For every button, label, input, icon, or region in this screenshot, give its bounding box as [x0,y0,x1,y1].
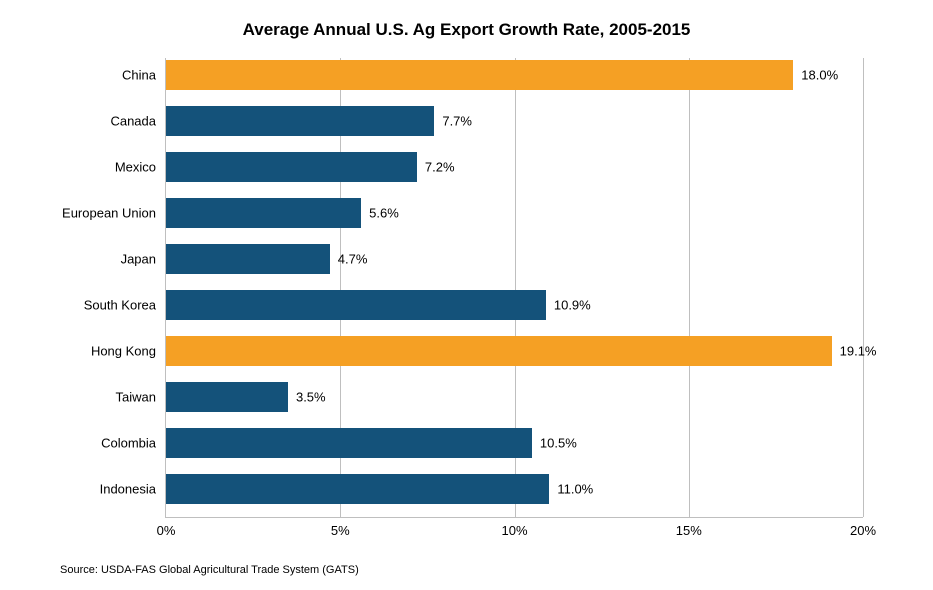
value-label: 5.6% [369,205,399,220]
bar [166,336,832,366]
bar-row: Hong Kong19.1% [166,336,863,366]
category-label: Indonesia [100,481,156,496]
value-label: 4.7% [338,251,368,266]
bar [166,60,793,90]
category-label: Japan [121,251,156,266]
bar [166,428,532,458]
category-label: Colombia [101,435,156,450]
value-label: 19.1% [840,343,877,358]
x-tick-label: 15% [676,523,702,538]
bar [166,474,549,504]
x-tick-label: 20% [850,523,876,538]
bar-row: Indonesia11.0% [166,474,863,504]
x-tick-label: 5% [331,523,350,538]
bar-row: Taiwan3.5% [166,382,863,412]
bar [166,244,330,274]
chart-container: Average Annual U.S. Ag Export Growth Rat… [0,0,933,590]
gridline [863,58,864,517]
value-label: 10.9% [554,297,591,312]
x-tick-label: 10% [501,523,527,538]
bar [166,152,417,182]
chart-title: Average Annual U.S. Ag Export Growth Rat… [30,20,903,40]
category-label: South Korea [84,297,156,312]
category-label: Canada [110,113,156,128]
x-tick-label: 0% [157,523,176,538]
bar-row: European Union5.6% [166,198,863,228]
plot-area: 0%5%10%15%20%China18.0%Canada7.7%Mexico7… [165,58,863,518]
bar-row: Mexico7.2% [166,152,863,182]
bar-row: Japan4.7% [166,244,863,274]
value-label: 18.0% [801,67,838,82]
value-label: 7.2% [425,159,455,174]
bar-row: South Korea10.9% [166,290,863,320]
bar [166,290,546,320]
value-label: 3.5% [296,389,326,404]
value-label: 7.7% [442,113,472,128]
bar [166,198,361,228]
bar-row: Colombia10.5% [166,428,863,458]
source-note: Source: USDA-FAS Global Agricultural Tra… [60,564,359,576]
category-label: Taiwan [116,389,156,404]
category-label: Hong Kong [91,343,156,358]
bar-row: China18.0% [166,60,863,90]
category-label: China [122,67,156,82]
value-label: 10.5% [540,435,577,450]
category-label: European Union [62,205,156,220]
bar-row: Canada7.7% [166,106,863,136]
category-label: Mexico [115,159,156,174]
bar [166,106,434,136]
value-label: 11.0% [557,481,593,496]
bar [166,382,288,412]
